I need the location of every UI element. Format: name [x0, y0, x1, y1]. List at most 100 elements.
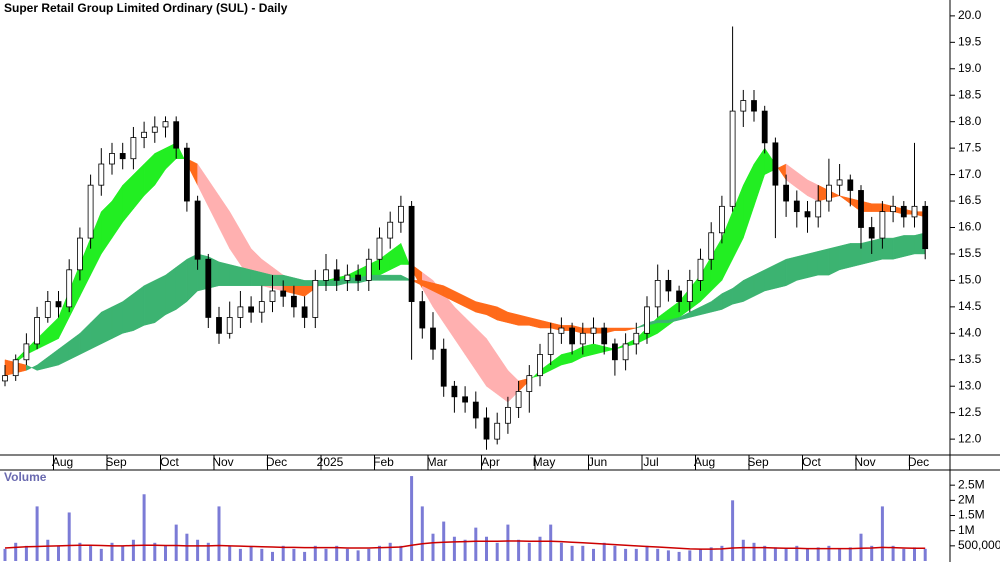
- ribbon-segment: [389, 274, 402, 281]
- y-tick-label: 18.5: [958, 87, 982, 101]
- y-tick-label: 18.0: [958, 114, 982, 128]
- candle-body: [419, 301, 426, 329]
- ribbon-segment: [293, 277, 305, 286]
- ribbon-segment: [539, 319, 551, 329]
- y-tick-label: 16.5: [958, 193, 982, 207]
- ribbon-segment: [389, 242, 402, 271]
- ribbon-segment: [325, 280, 337, 286]
- ribbon-segment: [486, 337, 498, 395]
- volume-bar: [666, 550, 670, 561]
- y-tick-label: 16.0: [958, 220, 982, 234]
- candle-body: [34, 317, 40, 345]
- ribbon-segment: [828, 245, 840, 276]
- candle-body: [55, 301, 62, 308]
- volume-bar: [292, 548, 296, 561]
- candle-body: [900, 205, 907, 218]
- volume-bar: [559, 542, 563, 561]
- ribbon-segment: [475, 301, 487, 316]
- candle-body: [451, 385, 458, 398]
- volume-average: [4, 540, 926, 550]
- ribbon-segment: [68, 332, 81, 361]
- x-tick-label: Aug: [52, 455, 73, 469]
- ribbon-segment: [860, 240, 872, 265]
- candle-body: [301, 306, 308, 318]
- x-tick-label: Mar: [427, 455, 448, 469]
- candle-body: [783, 184, 789, 202]
- volume-bar: [763, 545, 767, 561]
- candle-body: [365, 258, 372, 281]
- candle-body: [847, 179, 854, 191]
- ribbon-segment: [882, 237, 894, 260]
- volume-bar: [271, 551, 274, 561]
- volume-bar: [752, 542, 756, 561]
- y-tick-label: 13.5: [958, 352, 982, 366]
- volume-bar: [688, 550, 692, 561]
- candle-body: [130, 137, 137, 160]
- volume-bar: [731, 500, 735, 561]
- candle-body: [879, 211, 886, 239]
- volume-bar: [581, 545, 585, 561]
- ribbon-segment: [518, 314, 530, 326]
- candle-body: [729, 110, 736, 207]
- volume-bar: [14, 542, 18, 561]
- x-tick-label: Apr: [481, 455, 500, 469]
- y-tick-label: 19.0: [958, 61, 982, 75]
- candle-body: [868, 227, 875, 239]
- volume-bar: [923, 548, 927, 561]
- ribbon-segment: [122, 293, 134, 334]
- volume-bar: [913, 547, 916, 561]
- volume-bar: [806, 548, 809, 561]
- ribbon-segment: [111, 301, 123, 340]
- y-tick-label: 17.0: [958, 167, 982, 181]
- volume-bar: [3, 548, 7, 561]
- volume-bar: [592, 548, 595, 561]
- volume-bar: [89, 545, 93, 561]
- ribbon-segment: [582, 343, 594, 358]
- volume-bar: [249, 545, 253, 561]
- y-tick-label: 500,000: [958, 538, 1000, 552]
- ribbon-segment: [839, 195, 851, 205]
- candle-body: [119, 153, 126, 160]
- candle-body: [430, 327, 436, 350]
- candle-body: [494, 422, 501, 440]
- candle-body: [772, 142, 779, 186]
- x-tick-label: May: [533, 455, 556, 469]
- candle-body: [911, 205, 918, 218]
- x-tick-label: Oct: [160, 455, 179, 469]
- volume-bar: [46, 539, 50, 561]
- ribbon-segment: [475, 327, 487, 388]
- volume-bar: [602, 542, 606, 561]
- volume-bar: [131, 539, 135, 561]
- volume-bar: [474, 527, 478, 561]
- ribbon-segment: [47, 316, 59, 345]
- candle-body: [151, 126, 158, 133]
- ribbon-segment: [775, 258, 787, 289]
- volume-bar: [110, 542, 114, 561]
- candle-body: [205, 258, 212, 318]
- ribbon-segment: [796, 253, 808, 281]
- candle-body: [654, 280, 661, 308]
- candle-body: [569, 327, 575, 345]
- candle-body: [686, 280, 693, 302]
- candle-body: [280, 290, 287, 297]
- candle-body: [515, 391, 522, 408]
- x-tick-label: 2025: [317, 455, 344, 469]
- ribbon-segment: [26, 364, 38, 371]
- volume-title: Volume: [4, 470, 47, 484]
- volume-bar: [517, 539, 521, 561]
- ribbon-segment: [764, 264, 776, 292]
- candle-body: [387, 221, 394, 239]
- volume-bar: [356, 550, 360, 561]
- candle-body: [622, 343, 629, 361]
- candle-body: [44, 301, 51, 318]
- ribbon-segment: [850, 243, 862, 268]
- candle-body: [761, 110, 768, 144]
- candle-body: [804, 211, 811, 218]
- ribbon-segment: [817, 248, 830, 276]
- candle-body: [183, 147, 190, 202]
- volume-bar: [57, 545, 60, 561]
- ribbon-segment: [154, 274, 166, 324]
- ribbon-segment: [379, 274, 391, 281]
- ribbon-segment: [657, 319, 669, 323]
- ribbon-segment: [839, 243, 851, 271]
